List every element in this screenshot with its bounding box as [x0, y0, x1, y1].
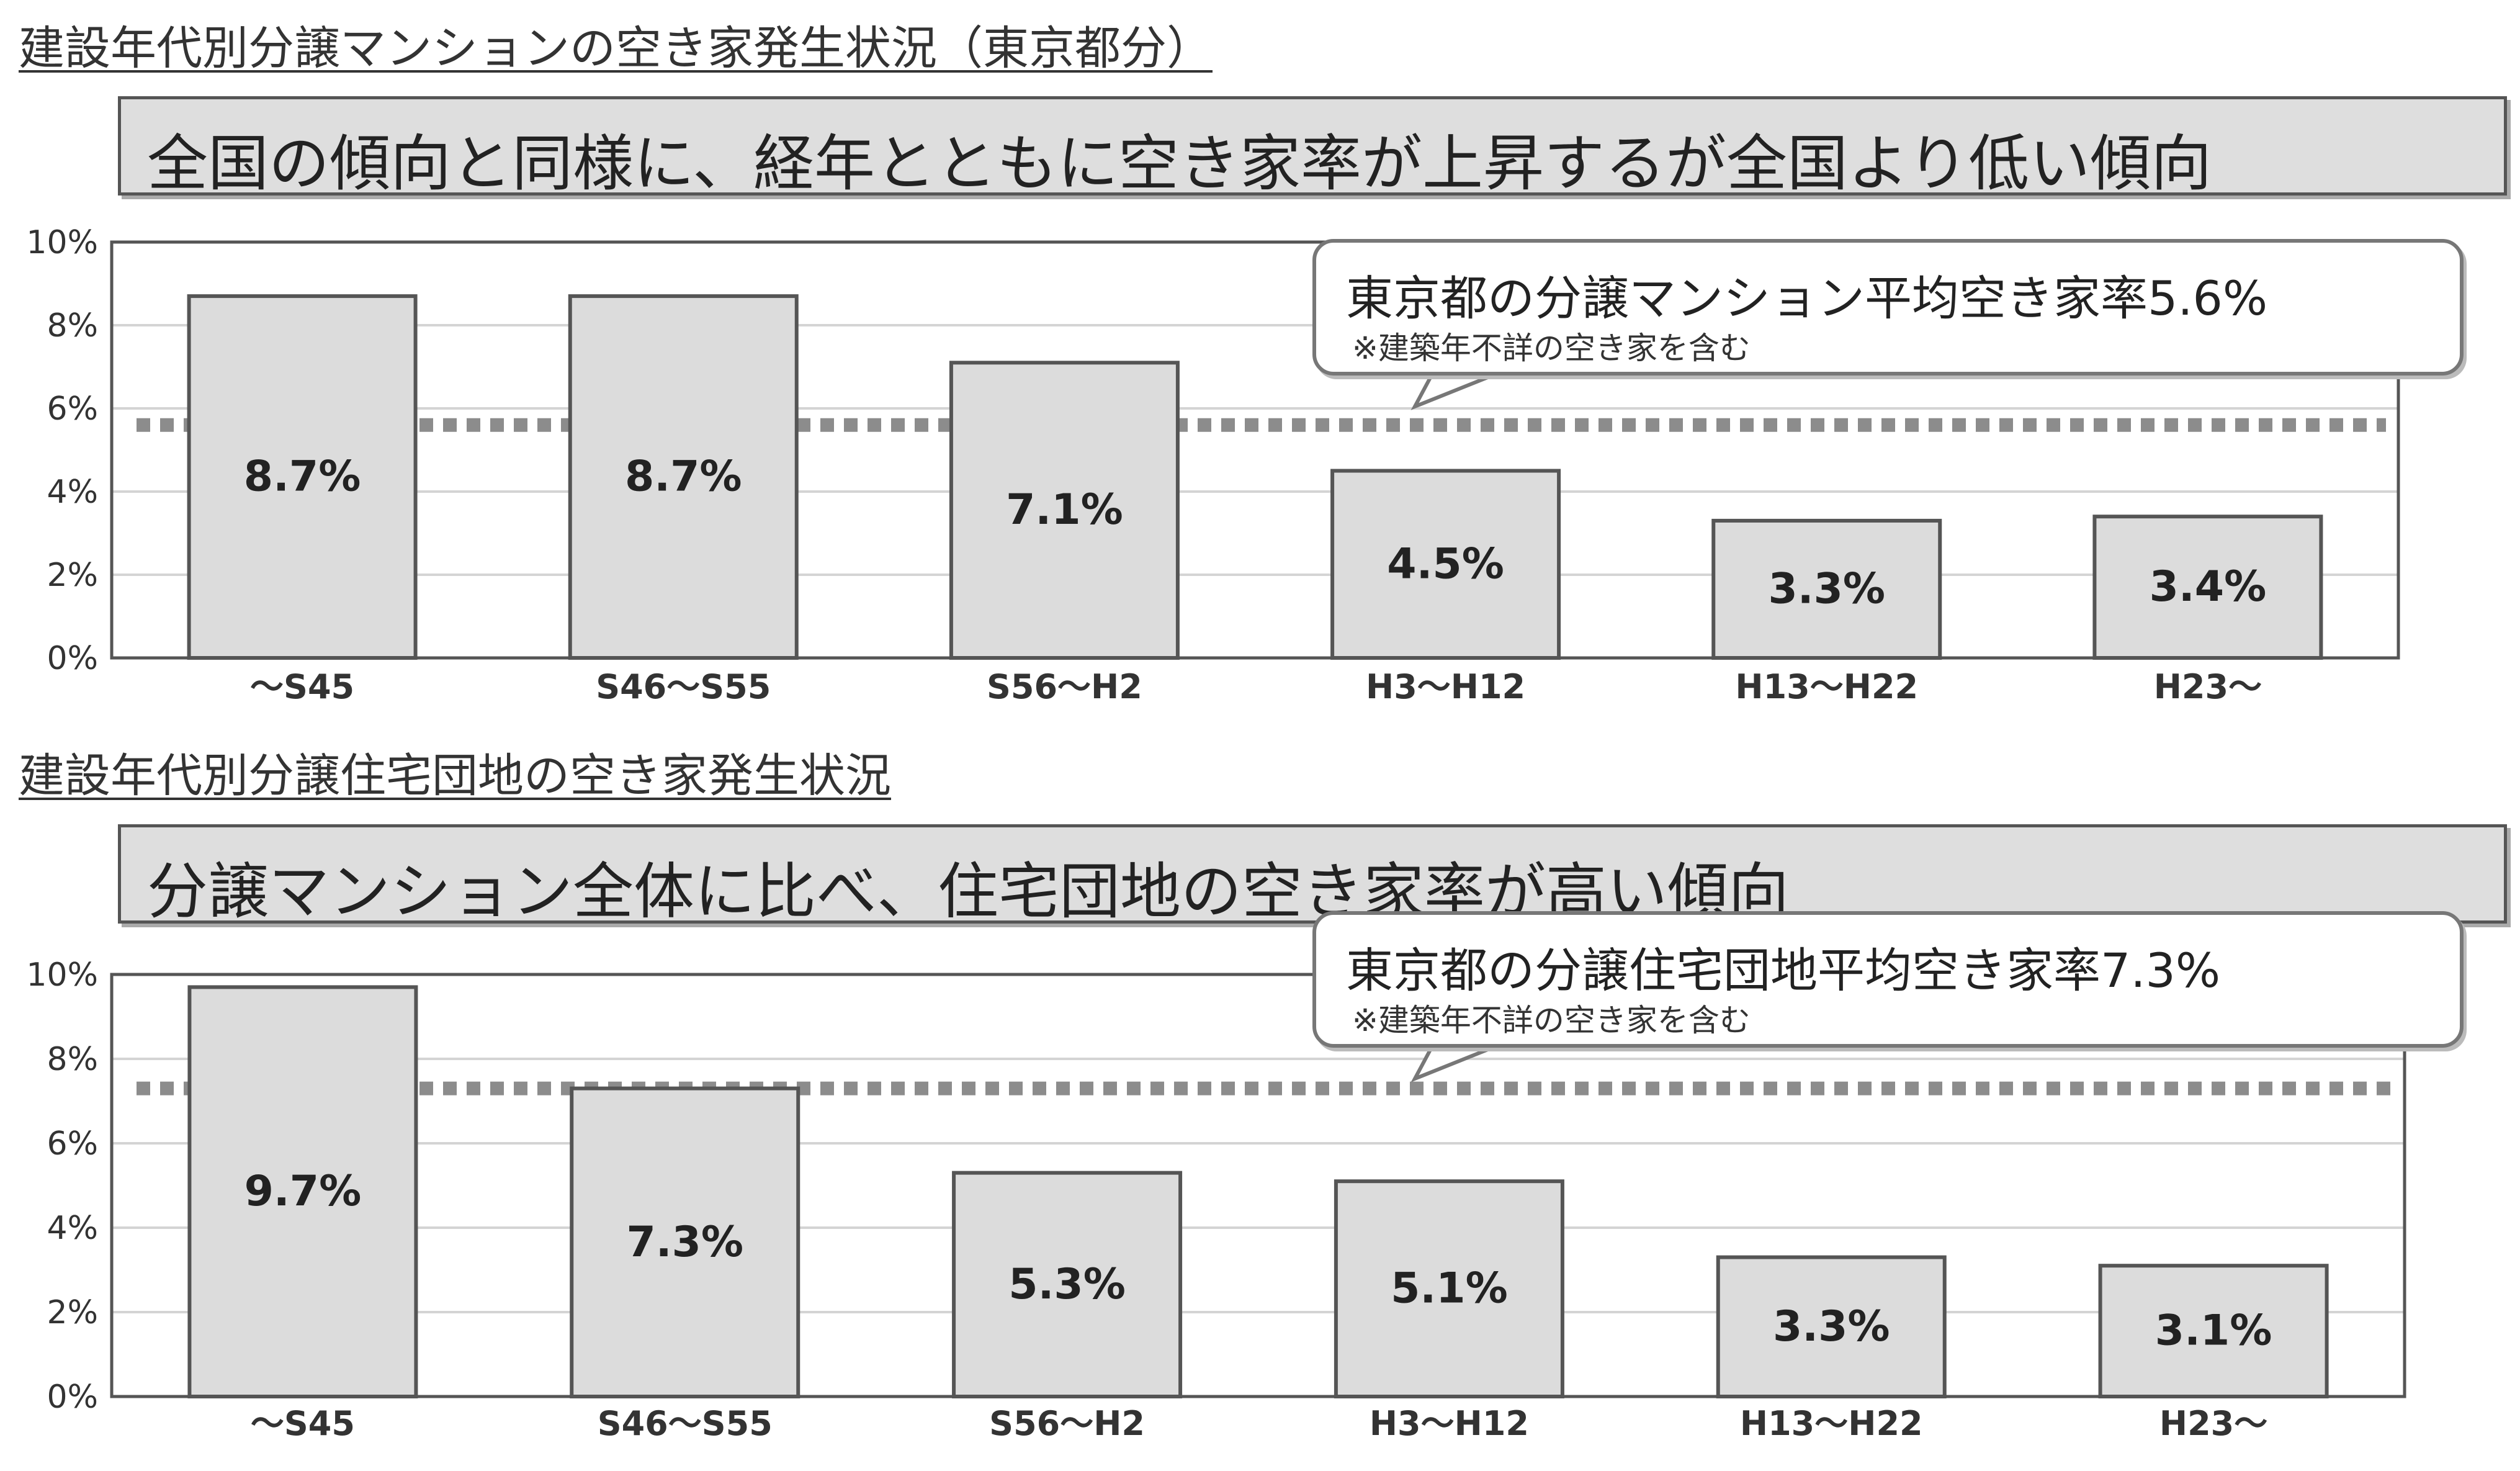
x-category-label: S56～H2 [989, 1404, 1145, 1443]
y-tick-label: 10% [26, 956, 98, 994]
x-category-label: H3～H12 [1366, 667, 1525, 706]
bar-value-label: 4.5% [1387, 539, 1504, 588]
y-tick-label: 6% [47, 390, 99, 428]
chart-section-housing-complex: 建設年代別分譲住宅団地の空き家発生状況 分譲マンション全体に比べ、住宅団地の空き… [0, 726, 2520, 1450]
bar-value-label: 7.1% [1006, 485, 1123, 534]
bar-value-label: 3.1% [2155, 1307, 2272, 1356]
plot-frame [110, 240, 2400, 660]
bar-value-label: 8.7% [244, 452, 361, 502]
callout-pointer [1410, 1042, 1503, 1082]
bar-value-label: 5.3% [1008, 1260, 1126, 1309]
average-callout: 東京都の分譲マンション平均空き家率5.6% ※建築年不詳の空き家を含む [1312, 239, 2464, 376]
y-tick-label: 10% [26, 224, 98, 261]
y-tick-label: 2% [47, 557, 99, 594]
x-category-label: ～S45 [250, 667, 354, 706]
bar-value-label: 8.7% [625, 452, 742, 502]
y-tick-label: 6% [47, 1125, 99, 1163]
chart-subtitle: 全国の傾向と同様に、経年とともに空き家率が上昇するが全国より低い傾向 [147, 128, 2212, 199]
callout-pointer [1410, 370, 1503, 410]
average-callout-note: ※建築年不詳の空き家を含む [1352, 330, 1751, 366]
bar [1330, 469, 1561, 660]
y-tick-label: 8% [47, 307, 99, 344]
bar-chart-housing-complex: 0% 2% 4% 6% 8% 10% 9.7% ～S45 7.3% S46～S55 5.3% S56～… [26, 956, 2406, 1443]
bar-value-label: 3.3% [1773, 1302, 1890, 1351]
y-tick-label: 0% [47, 1379, 99, 1416]
bar [1716, 1255, 1947, 1398]
bar [1334, 1179, 1564, 1398]
y-tick-label: 0% [47, 640, 99, 677]
x-category-label: S56～H2 [987, 667, 1142, 706]
average-callout-label: 東京都の分譲住宅団地平均空き家率7.3% [1346, 943, 2221, 998]
average-callout: 東京都の分譲住宅団地平均空き家率7.3% ※建築年不詳の空き家を含む [1312, 911, 2464, 1048]
x-category-label: H13～H22 [1740, 1404, 1923, 1443]
bar-value-label: 3.4% [2150, 562, 2267, 611]
bar-chart-condominium: 0% 2% 4% 6% 8% 10% 8.7% ～S45 8.7% S46～S55 7.1% S56～… [26, 224, 2400, 706]
bar [2098, 1264, 2329, 1399]
bar [187, 985, 418, 1398]
bar [570, 1086, 800, 1398]
bar [952, 1171, 1183, 1398]
chart-title: 建設年代別分譲マンションの空き家発生状況（東京都分） [19, 22, 1213, 75]
bar [1711, 518, 1942, 660]
y-tick-label: 2% [47, 1294, 99, 1331]
bar [187, 294, 418, 660]
chart-title: 建設年代別分譲住宅団地の空き家発生状況 [19, 749, 891, 803]
y-tick-label: 4% [47, 1210, 99, 1247]
x-category-label: S46～S55 [596, 667, 771, 706]
bar-value-label: 3.3% [1768, 564, 1885, 613]
x-category-label: S46～S55 [598, 1404, 773, 1443]
bar [568, 294, 799, 660]
bar-value-label: 7.3% [626, 1218, 743, 1267]
x-category-label: H23～ [2159, 1404, 2267, 1443]
bar [2092, 515, 2323, 660]
average-callout-label: 東京都の分譲マンション平均空き家率5.6% [1346, 271, 2268, 326]
x-category-label: ～S45 [251, 1404, 355, 1443]
y-tick-label: 4% [47, 474, 99, 511]
x-category-label: H3～H12 [1370, 1404, 1529, 1443]
bar-value-label: 5.1% [1391, 1264, 1508, 1313]
x-category-label: H23～ [2154, 667, 2262, 706]
x-category-label: H13～H22 [1735, 667, 1918, 706]
chart-subtitle-banner: 分譲マンション全体に比べ、住宅団地の空き家率が高い傾向 [118, 824, 2507, 927]
chart-subtitle-banner: 全国の傾向と同様に、経年とともに空き家率が上昇するが全国より低い傾向 [118, 96, 2507, 199]
chart-section-condominium: 建設年代別分譲マンションの空き家発生状況（東京都分） 全国の傾向と同様に、経年と… [0, 0, 2520, 726]
bar [949, 361, 1180, 660]
bar-value-label: 9.7% [244, 1167, 362, 1216]
plot-frame [110, 973, 2406, 1398]
average-callout-note: ※建築年不詳の空き家を含む [1352, 1002, 1751, 1038]
y-tick-label: 8% [47, 1041, 99, 1078]
